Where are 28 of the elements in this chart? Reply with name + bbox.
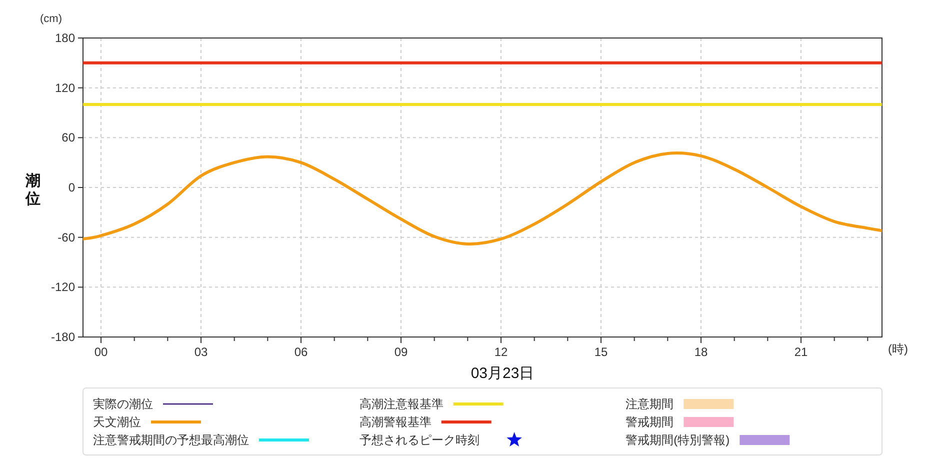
y-axis-title: 潮位	[24, 172, 40, 208]
y-tick-label: -120	[50, 280, 76, 294]
x-tick-label: 21	[794, 345, 808, 359]
y-tick-label: 120	[54, 80, 76, 95]
y-tick-label: 180	[54, 31, 76, 45]
legend-label: 高潮警報基準	[359, 415, 432, 429]
x-tick-label: 09	[394, 345, 408, 359]
y-tick-label: -180	[50, 330, 76, 344]
legend-label: 実際の潮位	[93, 397, 153, 411]
x-tick-label: 18	[694, 345, 708, 359]
y-tick-label: -60	[58, 230, 76, 244]
legend-label: 天文潮位	[93, 415, 141, 429]
x-axis-title: 03月23日	[470, 365, 534, 382]
x-tick-label: 06	[294, 345, 308, 359]
legend-label: 注意警戒期間の予想最高潮位	[93, 433, 249, 447]
x-tick-label: 00	[94, 345, 108, 359]
legend-label: 注意期間	[626, 397, 674, 411]
legend-label: 予想されるピーク時刻	[359, 433, 480, 447]
text: (時)	[888, 342, 908, 356]
y-tick-label: 60	[62, 130, 76, 145]
x-tick-label: 03	[194, 345, 208, 359]
legend-label: 高潮注意報基準	[359, 397, 444, 411]
x-tick-label: 12	[494, 345, 508, 359]
legend-label: 警戒期間(特別警報)	[626, 433, 730, 447]
legend-label: 警戒期間	[626, 415, 674, 429]
y-tick-label: 0	[68, 180, 76, 194]
text: (cm)	[40, 13, 62, 25]
x-tick-label: 15	[594, 345, 608, 359]
